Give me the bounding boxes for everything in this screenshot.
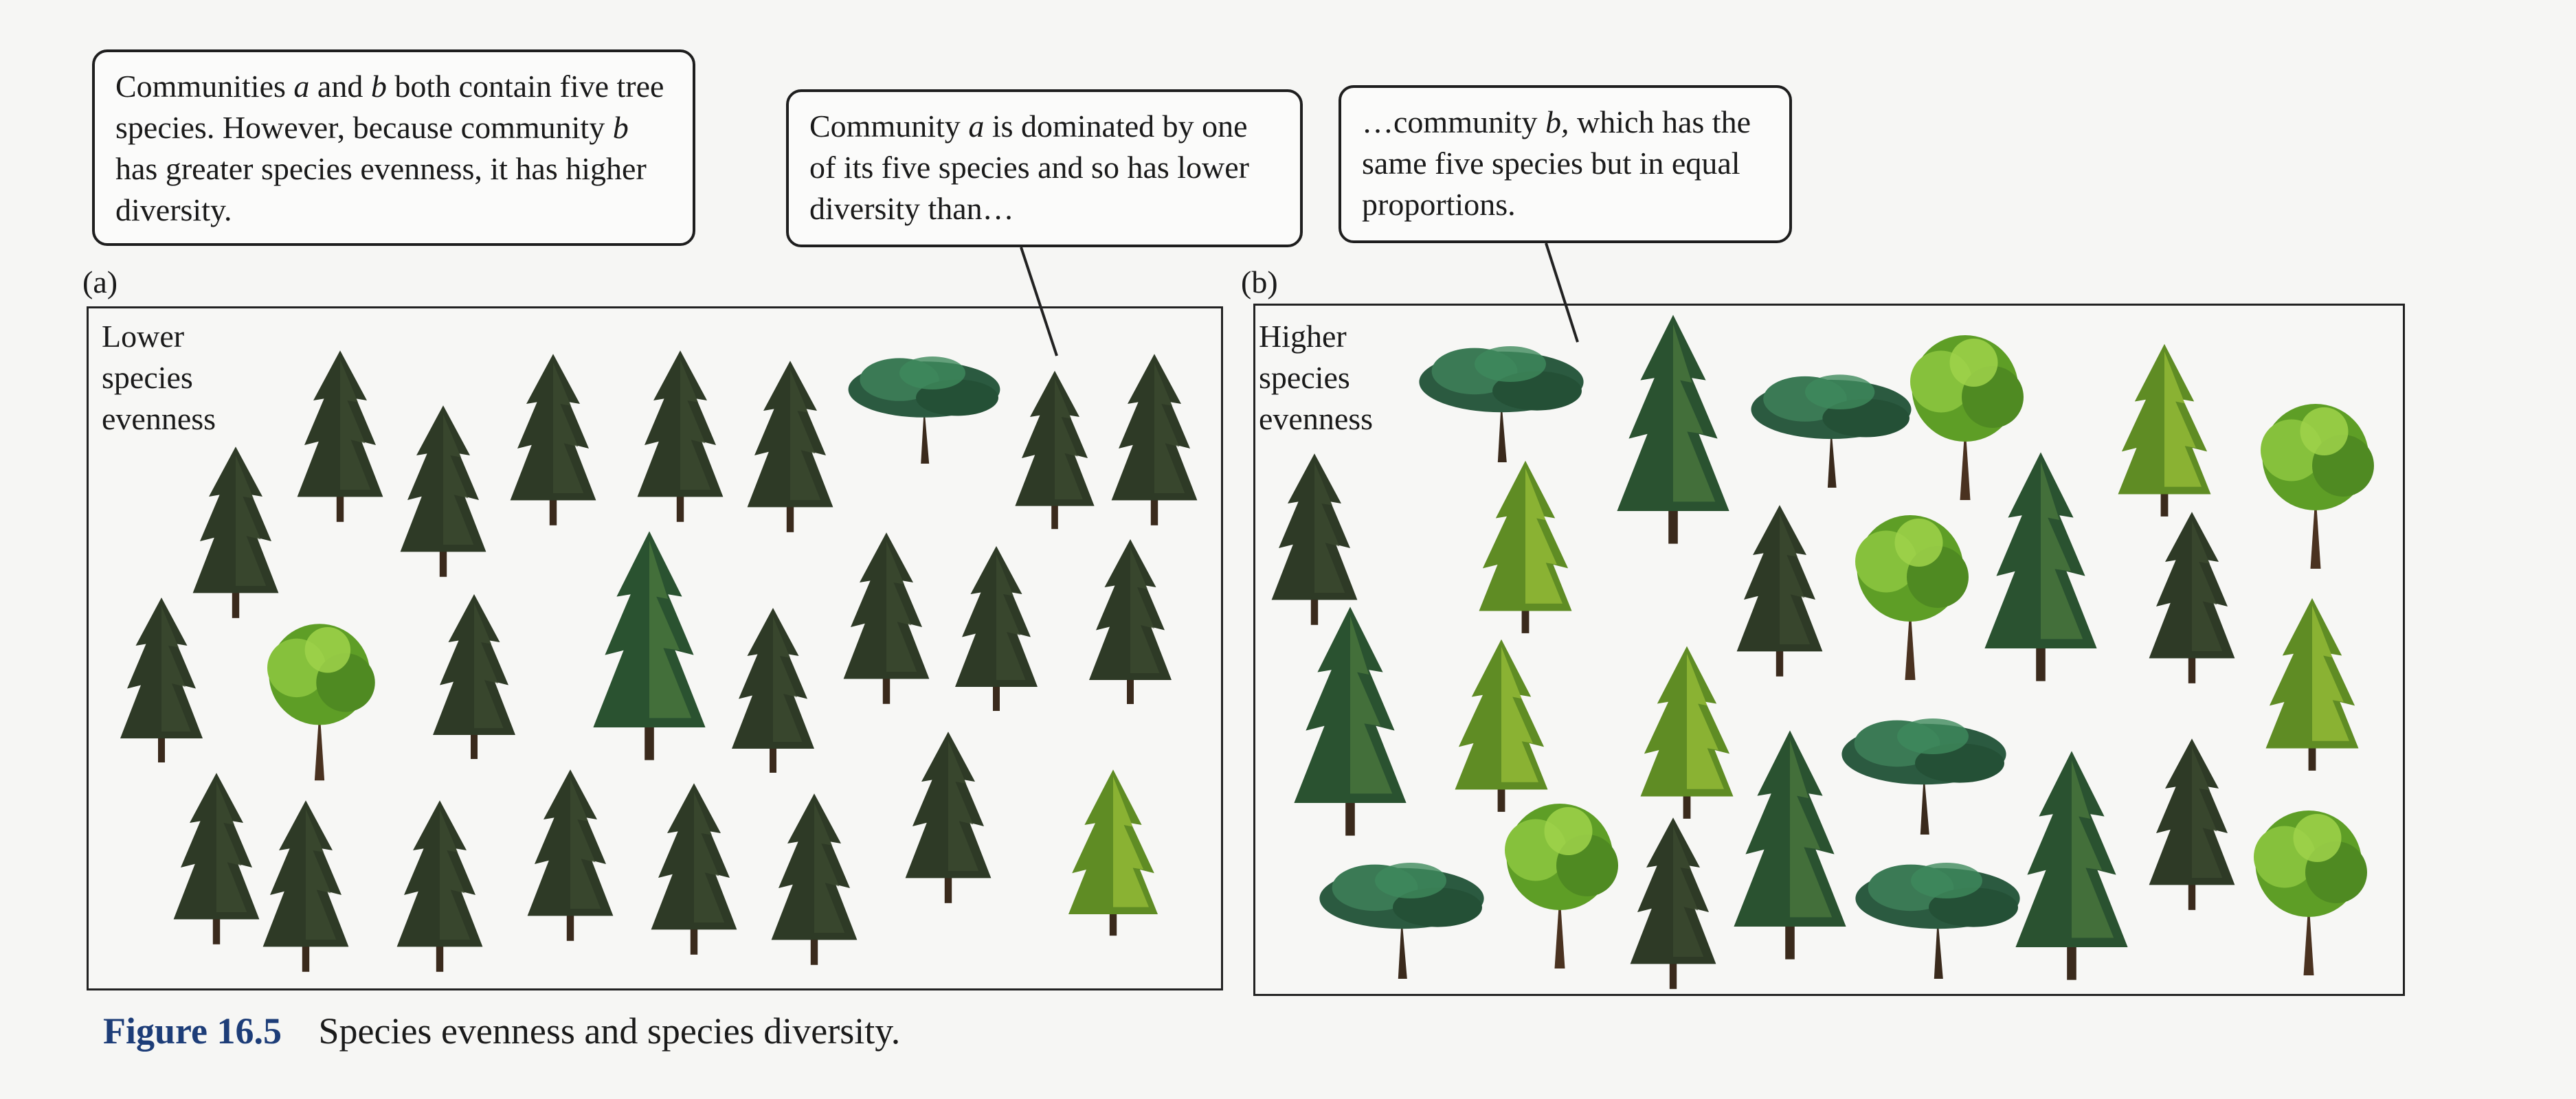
panel-a-label: Lower species evenness [102, 319, 216, 436]
panel-b-trees [1271, 315, 2374, 989]
figure-caption: Figure 16.5 Species evenness and species… [103, 1010, 900, 1052]
panel-a-trees [120, 350, 1198, 972]
panel-a-tag: (a) [82, 264, 118, 299]
callout-right: …community b, which has the same five sp… [1339, 85, 1792, 243]
figure-caption-text: Species evenness and species diversity. [318, 1010, 901, 1052]
pointer-line-middle [1020, 247, 1058, 356]
panel-b-label: Higher species evenness [1259, 319, 1374, 436]
callout-left: Communities a and b both contain five tr… [92, 49, 695, 246]
callout-middle: Community a is dominated by one of its f… [786, 89, 1303, 247]
figure-number: Figure 16.5 [103, 1010, 282, 1052]
pointer-line-right [1545, 242, 1579, 343]
panel-b-tag: (b) [1241, 264, 1278, 299]
